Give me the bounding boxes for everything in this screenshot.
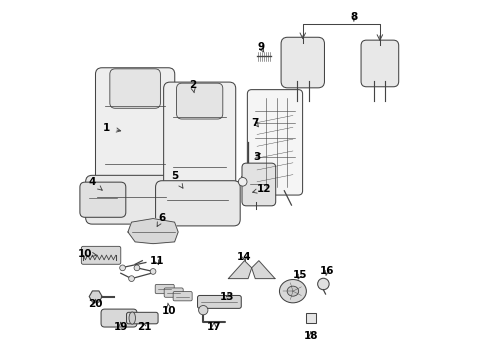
Text: 3: 3 bbox=[253, 152, 260, 162]
Bar bbox=[305, 313, 315, 323]
Text: 14: 14 bbox=[237, 252, 251, 262]
FancyBboxPatch shape bbox=[281, 37, 324, 88]
Text: 10: 10 bbox=[78, 248, 96, 258]
Circle shape bbox=[238, 177, 246, 186]
FancyBboxPatch shape bbox=[95, 68, 174, 195]
FancyBboxPatch shape bbox=[360, 40, 398, 87]
FancyBboxPatch shape bbox=[81, 246, 121, 264]
Circle shape bbox=[128, 276, 134, 282]
FancyBboxPatch shape bbox=[164, 288, 183, 297]
FancyBboxPatch shape bbox=[126, 312, 158, 324]
Polygon shape bbox=[128, 219, 178, 244]
Text: 2: 2 bbox=[188, 80, 196, 93]
Text: 6: 6 bbox=[157, 213, 165, 226]
Text: 13: 13 bbox=[219, 292, 233, 302]
FancyBboxPatch shape bbox=[155, 181, 240, 226]
Ellipse shape bbox=[279, 279, 306, 303]
FancyBboxPatch shape bbox=[173, 292, 192, 301]
FancyBboxPatch shape bbox=[247, 90, 302, 195]
Polygon shape bbox=[251, 261, 274, 279]
Text: 4: 4 bbox=[88, 177, 102, 190]
FancyBboxPatch shape bbox=[242, 163, 275, 206]
Circle shape bbox=[198, 306, 207, 315]
Text: 21: 21 bbox=[137, 322, 151, 332]
Polygon shape bbox=[89, 291, 102, 302]
Circle shape bbox=[317, 278, 328, 290]
Text: 10: 10 bbox=[162, 303, 176, 316]
FancyBboxPatch shape bbox=[80, 182, 125, 217]
Polygon shape bbox=[228, 261, 251, 279]
Text: 7: 7 bbox=[251, 118, 259, 128]
Text: 18: 18 bbox=[303, 331, 317, 341]
Text: 17: 17 bbox=[206, 322, 221, 332]
Text: 1: 1 bbox=[102, 123, 121, 133]
Text: 16: 16 bbox=[319, 266, 333, 276]
Text: 8: 8 bbox=[349, 12, 357, 22]
Text: 19: 19 bbox=[113, 322, 128, 332]
FancyBboxPatch shape bbox=[176, 83, 223, 119]
Circle shape bbox=[120, 265, 125, 271]
FancyBboxPatch shape bbox=[197, 296, 241, 309]
Text: 9: 9 bbox=[257, 42, 264, 52]
Text: 20: 20 bbox=[88, 299, 102, 309]
FancyBboxPatch shape bbox=[155, 284, 174, 294]
Text: 11: 11 bbox=[149, 256, 163, 266]
FancyBboxPatch shape bbox=[85, 175, 177, 224]
Ellipse shape bbox=[286, 286, 298, 296]
FancyBboxPatch shape bbox=[101, 309, 137, 327]
FancyBboxPatch shape bbox=[163, 82, 235, 195]
Text: 12: 12 bbox=[252, 184, 271, 194]
Circle shape bbox=[134, 265, 140, 271]
Ellipse shape bbox=[129, 312, 135, 324]
FancyBboxPatch shape bbox=[110, 69, 160, 108]
Text: 5: 5 bbox=[171, 171, 183, 188]
Text: 15: 15 bbox=[292, 270, 306, 280]
Circle shape bbox=[150, 269, 156, 274]
